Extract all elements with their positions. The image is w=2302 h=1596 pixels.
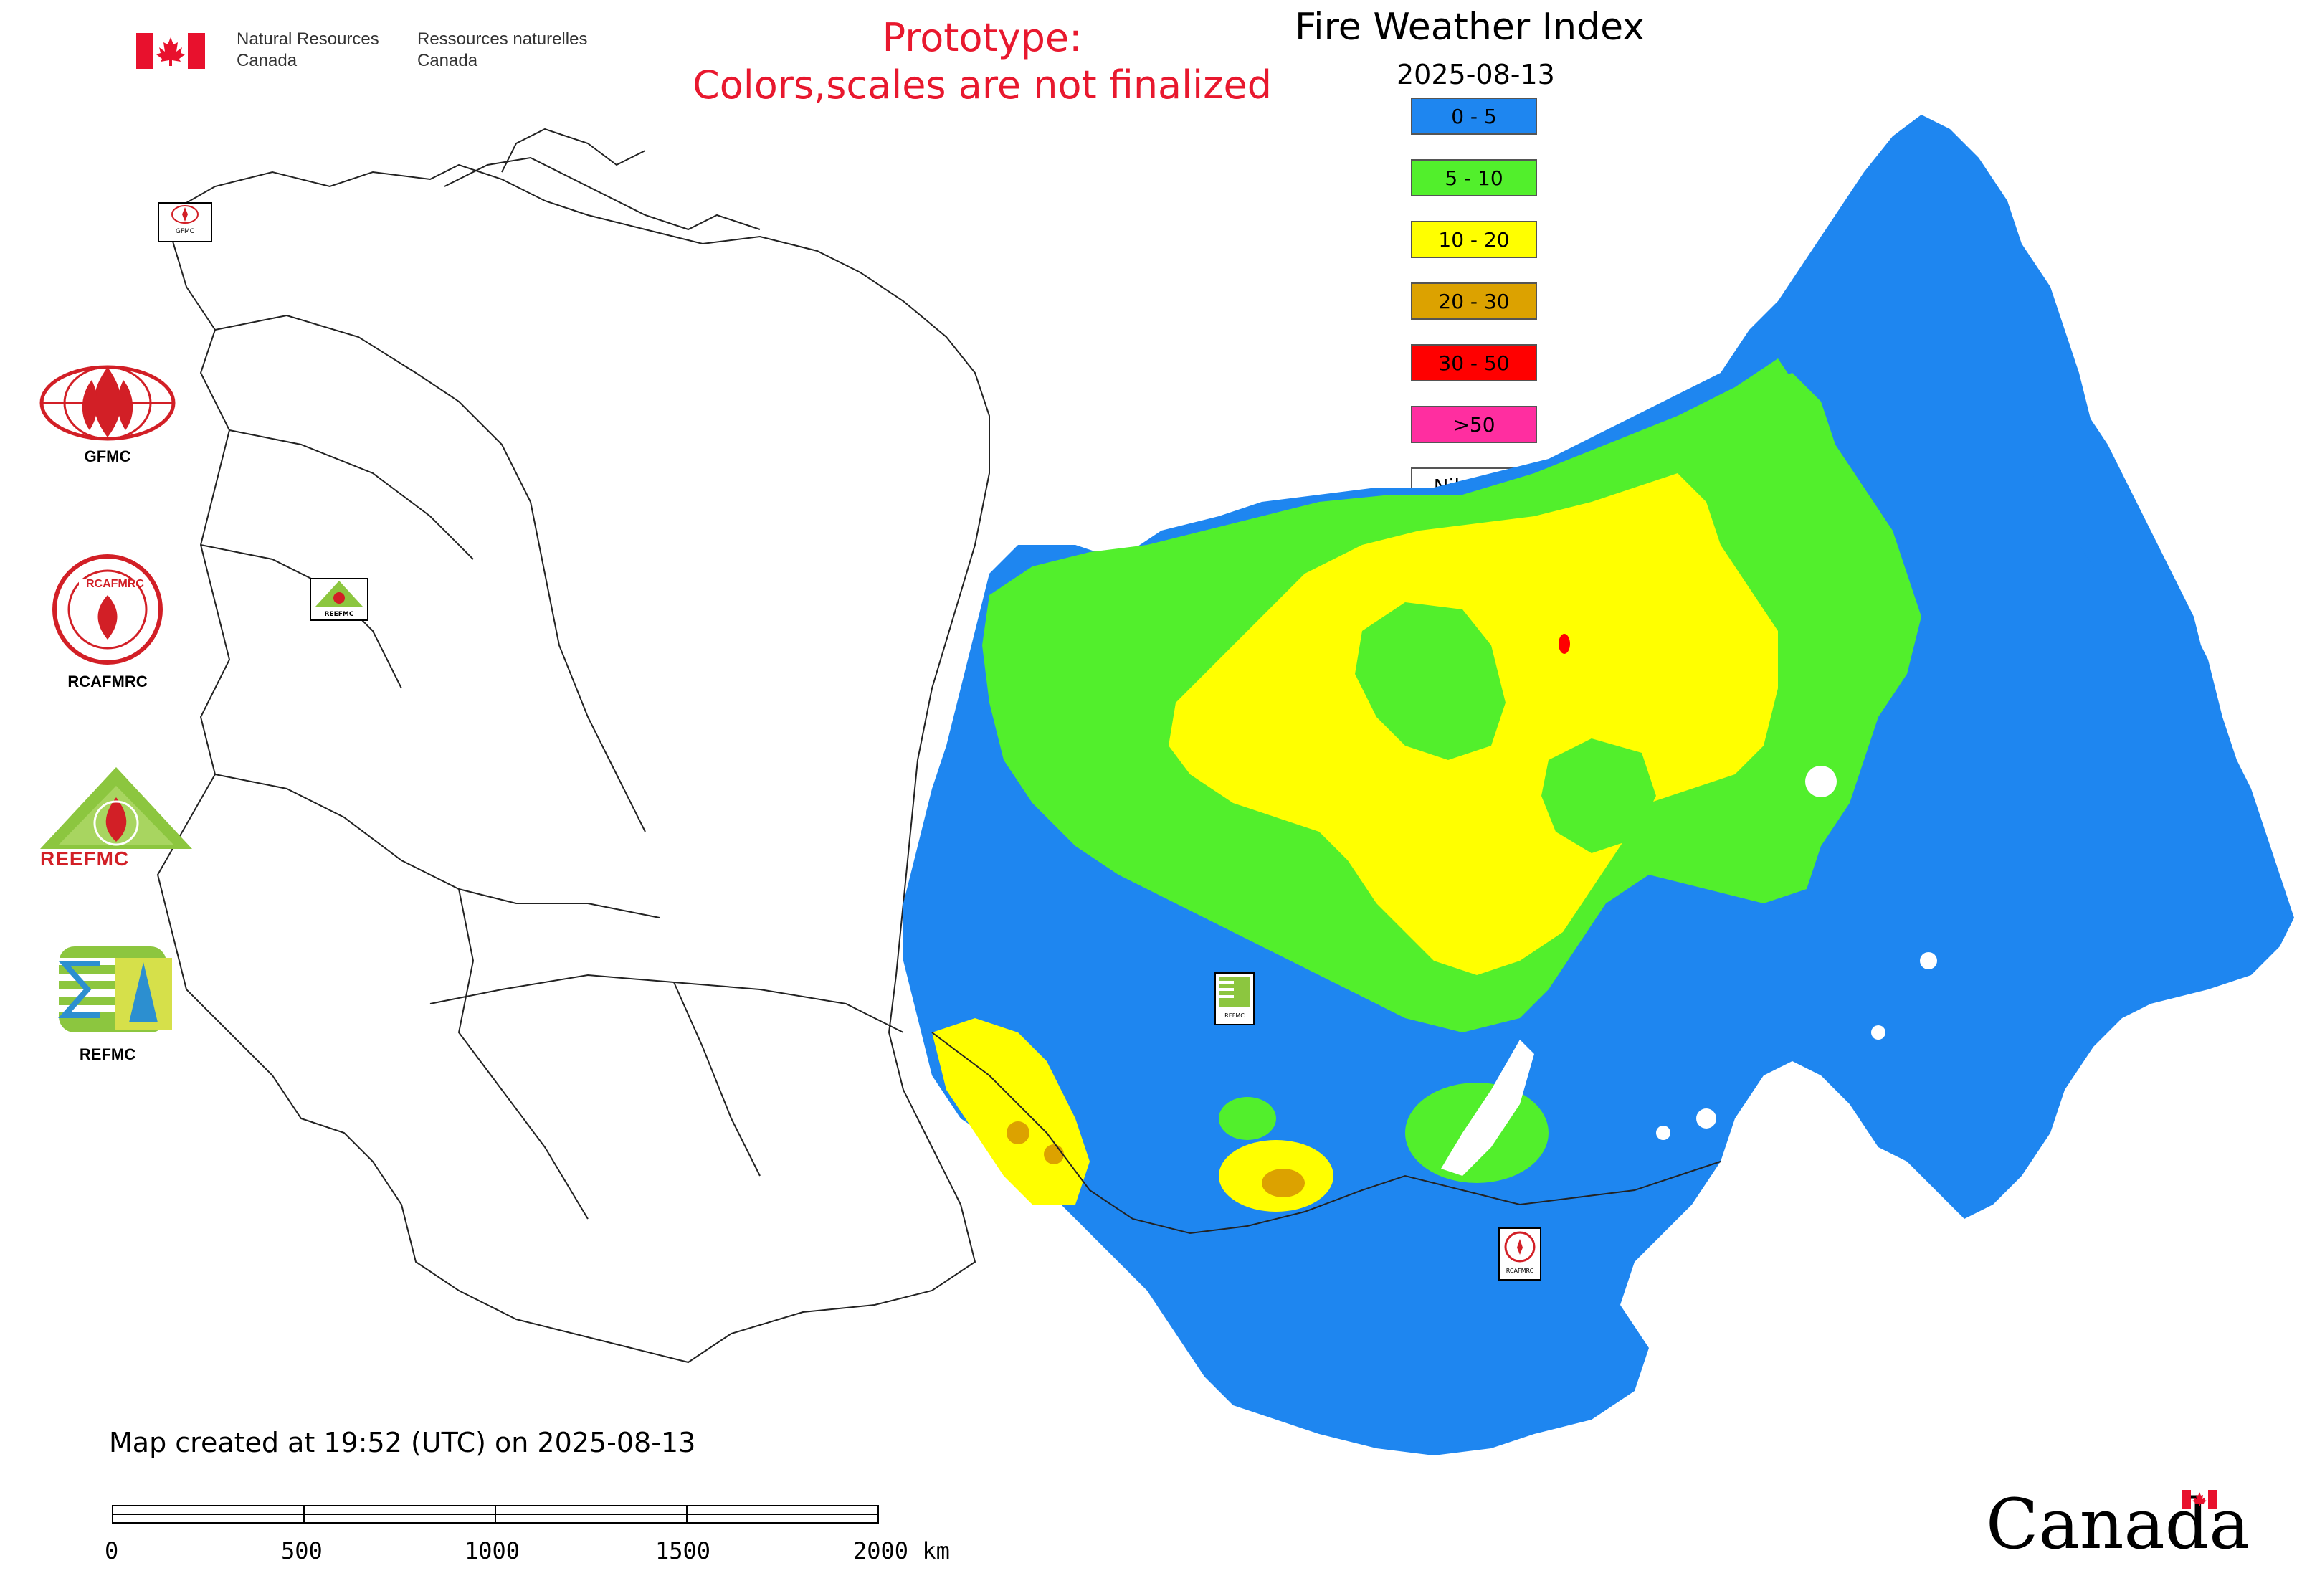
fwi-region-kamchatka — [2007, 373, 2208, 703]
reefmc-wordmark: REEFMC — [40, 847, 130, 870]
org-name-french: Ressources naturelles Canada — [417, 29, 588, 70]
rcafmrc-logo-block: RCAFMRC RCAFMRC — [36, 552, 179, 691]
map-created-timestamp: Map created at 19:52 (UTC) on 2025-08-13 — [109, 1427, 696, 1458]
refmc-logo — [58, 946, 172, 1032]
canada-wordmark-flag-icon — [2182, 1490, 2217, 1509]
gfmc-logo-block: GFMC — [36, 358, 179, 466]
refmc-map-badge: REFMC — [1214, 972, 1255, 1025]
refmc-badge-icon — [1219, 977, 1250, 1007]
western-country-outlines — [156, 128, 990, 1364]
fwi-green-pocket-center — [1355, 602, 1506, 760]
lake-baikal — [1441, 1040, 1534, 1176]
reefmc-badge-label: REEFMC — [324, 611, 354, 618]
reefmc-map-badge: REEFMC — [310, 578, 368, 621]
map-date: 2025-08-13 — [1397, 59, 1555, 90]
rcafmrc-label: RCAFMRC — [67, 673, 148, 690]
fwi-nil-spot-1 — [1805, 766, 1837, 797]
legend-item-5-10: 5 - 10 — [1411, 159, 1537, 196]
gfmc-label: GFMC — [84, 447, 131, 465]
canada-wordmark: Canada — [1986, 1484, 2250, 1570]
legend-item-10-20: 10 - 20 — [1411, 221, 1537, 258]
rcafmrc-map-badge: RCAFMRC — [1498, 1227, 1541, 1281]
gfmc-badge-icon — [171, 205, 199, 224]
russia-mongolia-china-border — [931, 1032, 1721, 1235]
prototype-line-2: Colors,scales are not finalized — [693, 62, 1272, 108]
refmc-logo-block: REFMC — [36, 944, 179, 1064]
rcafmrc-badge-label: RCAFMRC — [1506, 1268, 1534, 1274]
fwi-region-north-green — [1706, 373, 1835, 502]
refmc-label: REFMC — [79, 1045, 136, 1063]
rcafmrc-logo — [52, 554, 163, 665]
gfmc-badge-label: GFMC — [175, 228, 195, 235]
rcafmrc-badge-icon — [1504, 1231, 1536, 1263]
fwi-nil-spot-4 — [1656, 1126, 1670, 1140]
fwi-region-sakhalin — [2222, 789, 2258, 946]
fwi-nil-spot-2 — [1920, 952, 1937, 969]
scale-label-0: 0 — [105, 1537, 119, 1564]
gfmc-map-badge: GFMC — [158, 202, 212, 242]
government-signature: Natural Resources Canada Ressources natu… — [136, 29, 602, 75]
scale-label-1000: 1000 — [465, 1537, 520, 1564]
prototype-line-1: Prototype: — [882, 15, 1083, 60]
legend-item-30-50: 30 - 50 — [1411, 344, 1537, 381]
reefmc-logo — [40, 767, 192, 849]
fwi-hotspot-red — [1559, 634, 1570, 654]
rcafmrc-inner-label: RCAFMRC — [86, 578, 144, 590]
prototype-notice: Prototype: Colors,scales are not finaliz… — [667, 14, 1298, 109]
fwi-green-pocket-east — [1541, 738, 1656, 853]
map-title: Fire Weather Index — [1295, 6, 1645, 49]
fwi-region-south-green — [1219, 1097, 1276, 1140]
fwi-hotspot-south — [1262, 1169, 1305, 1197]
org-name-english: Natural Resources Canada — [237, 29, 379, 70]
scale-label-2000: 2000 km — [853, 1537, 950, 1564]
refmc-badge-label: REFMC — [1224, 1012, 1245, 1019]
reefmc-badge-icon — [315, 581, 363, 607]
legend-item-0-5: 0 - 5 — [1411, 98, 1537, 135]
scale-bar — [112, 1505, 879, 1524]
legend-item-20-30: 20 - 30 — [1411, 282, 1537, 320]
scale-label-1500: 1500 — [655, 1537, 711, 1564]
legend-item-over-50: >50 — [1411, 406, 1537, 443]
canada-wordmark-text: Canada — [1986, 1484, 2250, 1564]
gfmc-logo — [39, 365, 176, 441]
reefmc-logo-block: REEFMC — [37, 764, 195, 875]
fwi-nil-spot-5 — [1871, 1025, 1885, 1040]
canada-flag-icon — [136, 33, 205, 69]
fwi-nil-spot-3 — [1696, 1108, 1716, 1129]
scale-label-500: 500 — [281, 1537, 323, 1564]
fwi-hotspot-southwest-2 — [1044, 1144, 1064, 1164]
fwi-hotspot-southwest — [1007, 1121, 1029, 1144]
